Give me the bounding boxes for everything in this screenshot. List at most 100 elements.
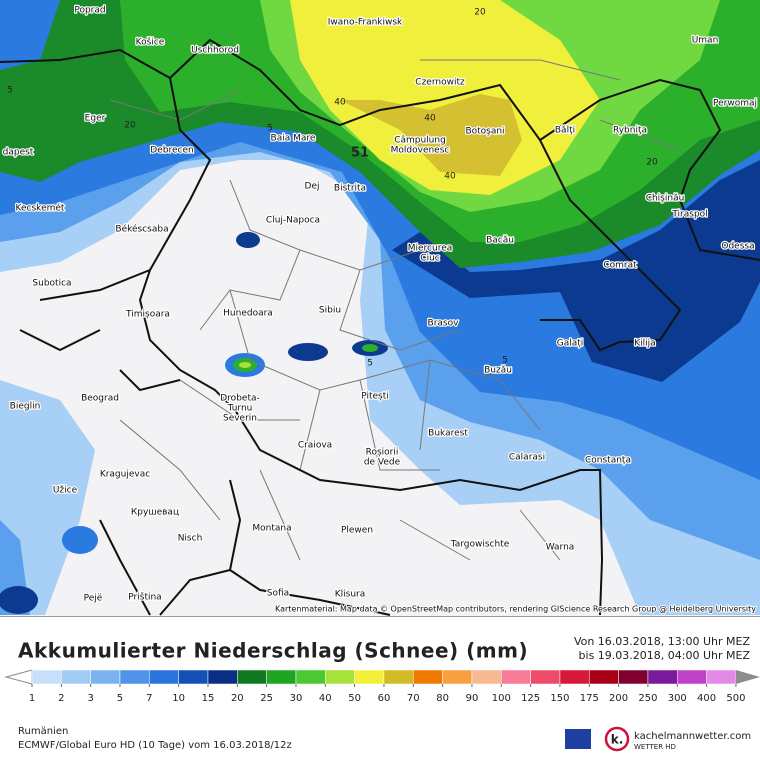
city-label: Craiova: [298, 441, 332, 451]
city-label: Košice: [136, 37, 165, 48]
legend-swatch: [61, 669, 91, 685]
city-label: Eger: [85, 114, 106, 124]
legend-tick-label: 50: [348, 693, 361, 704]
legend-tick-label: 3: [87, 693, 93, 704]
contour-label: 5: [267, 124, 273, 134]
legend-tick-label: 150: [550, 693, 569, 704]
legend-swatch: [530, 669, 561, 685]
city-label: Kragujevac: [100, 470, 150, 480]
city-label: Plewen: [341, 526, 373, 536]
brand: kachelmannwetter.com: [634, 731, 751, 742]
legend-swatch: [325, 669, 355, 685]
legend-tick-label: 400: [697, 693, 716, 704]
city-label: Calarasi: [509, 453, 545, 463]
legend-swatch: [90, 669, 121, 685]
city-label: Cluj-Napoca: [266, 216, 320, 226]
city-label: Moldovenesc: [391, 146, 450, 156]
city-label: Targowischte: [450, 540, 510, 550]
city-label: Tiraspol: [671, 210, 707, 220]
legend-tick-label: 10: [172, 693, 185, 704]
contour-label: 40: [424, 114, 436, 124]
city-label: Dej: [305, 182, 320, 192]
legend-tick-label: 70: [407, 693, 420, 704]
city-label: Pejë: [84, 594, 103, 604]
city-label: Montana: [252, 524, 291, 534]
legend-tick-label: 125: [521, 693, 540, 704]
legend-tick-label: 2: [58, 693, 64, 704]
city-label: Buzău: [484, 366, 512, 376]
legend-tick-label: 250: [638, 693, 657, 704]
city-label: Roșiorii: [366, 448, 399, 458]
city-label: Bistrita: [334, 184, 366, 194]
city-label: Beograd: [81, 394, 119, 404]
city-label: Timișoara: [125, 310, 170, 320]
contour-label: 5: [502, 356, 508, 366]
city-label: Galați: [557, 339, 584, 349]
region: Rumänien: [18, 726, 68, 737]
city-label: Sofia: [267, 589, 289, 599]
legend-swatch: [471, 669, 502, 685]
contour-label: 40: [444, 172, 456, 182]
city-label: Крушевац: [131, 508, 179, 518]
city-label: Rybniţa: [613, 126, 647, 136]
city-label: Chişinău: [646, 194, 685, 204]
city-label: Bacău: [486, 236, 514, 246]
city-label: Užice: [53, 486, 78, 496]
legend-arrow-above: [735, 670, 760, 684]
period-from: Von 16.03.2018, 13:00 Uhr MEZ: [574, 635, 751, 648]
city-label: Baia Mare: [271, 134, 316, 144]
city-label: Botoşani: [465, 127, 504, 137]
city-label: de Vede: [364, 458, 401, 468]
map: Poprad Košice Uschhorod Iwano-Frankiwsk Uman…: [0, 0, 760, 616]
legend-tick-label: 25: [260, 693, 273, 704]
legend-swatch: [295, 669, 326, 685]
legend-swatch: [618, 669, 649, 685]
model-run: ECMWF/Global Euro HD (10 Tage) vom 16.03…: [18, 740, 292, 751]
legend-tick-label: 500: [726, 693, 745, 704]
legend-tick-label: 90: [466, 693, 479, 704]
legend-swatch: [178, 669, 209, 685]
map-attribution: Kartenmaterial: Map data © OpenStreetMap…: [275, 605, 756, 614]
city-label: Severin: [223, 414, 257, 424]
legend-tick-label: 60: [378, 693, 391, 704]
city-label: Hunedoara: [223, 309, 273, 319]
legend-tick-label: 100: [492, 693, 511, 704]
city-label: Czernowitz: [415, 78, 465, 88]
logo: [604, 726, 630, 752]
city-label: Ciuc: [420, 254, 439, 264]
city-label: Kecskemét: [16, 203, 65, 214]
legend: Akkumulierter Niederschlag (Schnee) (mm)…: [0, 616, 760, 752]
city-label: Iwano-Frankiwsk: [328, 18, 403, 28]
period-to: bis 19.03.2018, 04:00 Uhr MEZ: [579, 649, 751, 662]
brand-sub: WETTER HD: [634, 743, 676, 751]
city-label: Warna: [546, 543, 575, 553]
contour-label: 51: [351, 146, 369, 161]
eu-flag: [565, 729, 591, 749]
legend-tick-label: 300: [668, 693, 687, 704]
legend-swatch: [677, 669, 707, 685]
city-label: Miercurea: [408, 244, 453, 254]
city-label: Pitești: [361, 392, 389, 402]
legend-swatch: [237, 669, 267, 685]
city-label: Priština: [128, 592, 161, 603]
city-label: Uman: [692, 36, 719, 46]
legend-swatch: [119, 669, 150, 685]
city-label: Câmpulung: [394, 136, 446, 146]
legend-tick-label: 15: [202, 693, 215, 704]
legend-swatch: [442, 669, 473, 685]
legend-tick-label: 80: [436, 693, 449, 704]
contour-label: 40: [334, 98, 346, 108]
contour-label: 5: [7, 86, 13, 96]
legend-tick-label: 5: [117, 693, 123, 704]
legend-tick-label: 30: [290, 693, 303, 704]
legend-swatch: [383, 669, 414, 685]
contour-label: 20: [124, 121, 136, 131]
city-label: Klisura: [335, 590, 366, 600]
city-label: Bălţi: [555, 126, 575, 136]
city-label: Uschhorod: [191, 46, 239, 56]
city-label: Bukarest: [428, 429, 468, 439]
city-label: Drobeta-: [220, 394, 259, 404]
legend-swatch: [207, 669, 238, 685]
city-label: Comrat: [603, 261, 637, 271]
